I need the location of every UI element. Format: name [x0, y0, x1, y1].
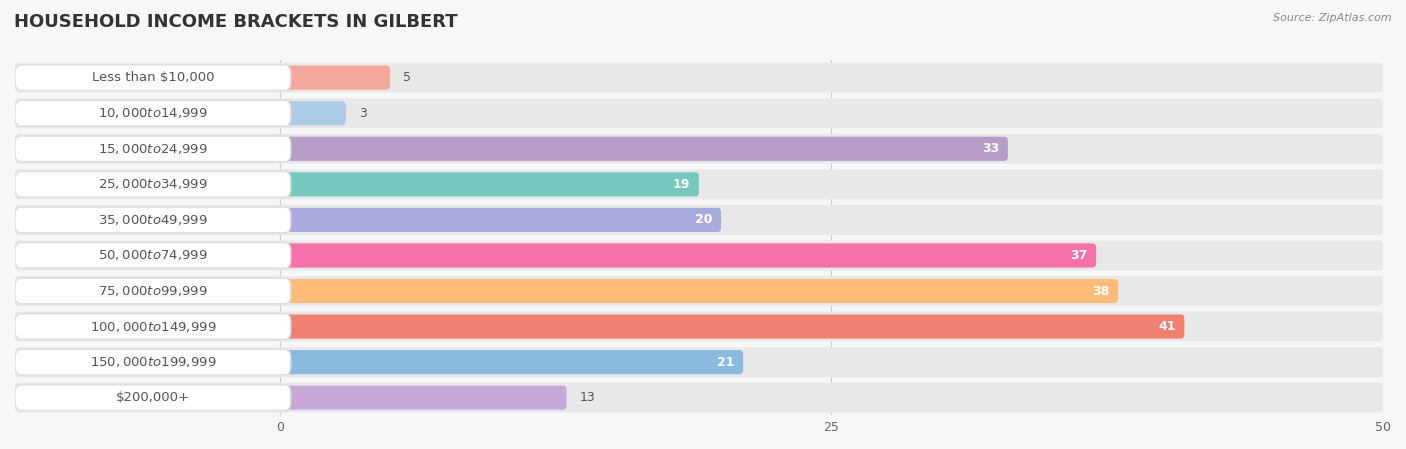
FancyBboxPatch shape	[15, 349, 291, 375]
Text: 21: 21	[717, 356, 734, 369]
FancyBboxPatch shape	[15, 385, 291, 410]
FancyBboxPatch shape	[15, 134, 1384, 164]
Text: 38: 38	[1092, 285, 1109, 298]
Text: $35,000 to $49,999: $35,000 to $49,999	[98, 213, 208, 227]
Text: 13: 13	[579, 391, 596, 404]
FancyBboxPatch shape	[15, 276, 1384, 306]
FancyBboxPatch shape	[280, 101, 346, 125]
FancyBboxPatch shape	[15, 205, 1384, 235]
FancyBboxPatch shape	[280, 208, 721, 232]
Text: $15,000 to $24,999: $15,000 to $24,999	[98, 142, 208, 156]
FancyBboxPatch shape	[15, 65, 291, 91]
FancyBboxPatch shape	[15, 101, 291, 126]
Text: 37: 37	[1070, 249, 1087, 262]
Text: $75,000 to $99,999: $75,000 to $99,999	[98, 284, 208, 298]
FancyBboxPatch shape	[15, 312, 1384, 342]
FancyBboxPatch shape	[15, 383, 1384, 413]
FancyBboxPatch shape	[280, 172, 699, 196]
FancyBboxPatch shape	[15, 207, 291, 233]
FancyBboxPatch shape	[280, 136, 1008, 161]
FancyBboxPatch shape	[15, 241, 1384, 270]
FancyBboxPatch shape	[280, 279, 1118, 303]
FancyBboxPatch shape	[15, 172, 291, 197]
FancyBboxPatch shape	[280, 66, 389, 90]
FancyBboxPatch shape	[280, 314, 1184, 339]
FancyBboxPatch shape	[15, 242, 291, 268]
FancyBboxPatch shape	[15, 63, 1384, 92]
FancyBboxPatch shape	[280, 350, 744, 374]
Text: 5: 5	[404, 71, 412, 84]
Text: Less than $10,000: Less than $10,000	[91, 71, 214, 84]
Text: 3: 3	[359, 107, 367, 120]
FancyBboxPatch shape	[15, 347, 1384, 377]
Text: $100,000 to $149,999: $100,000 to $149,999	[90, 320, 217, 334]
Text: $25,000 to $34,999: $25,000 to $34,999	[98, 177, 208, 191]
Text: $150,000 to $199,999: $150,000 to $199,999	[90, 355, 217, 369]
Text: $50,000 to $74,999: $50,000 to $74,999	[98, 248, 208, 263]
FancyBboxPatch shape	[15, 136, 291, 162]
FancyBboxPatch shape	[15, 278, 291, 304]
FancyBboxPatch shape	[15, 98, 1384, 128]
Text: HOUSEHOLD INCOME BRACKETS IN GILBERT: HOUSEHOLD INCOME BRACKETS IN GILBERT	[14, 13, 458, 31]
Text: $200,000+: $200,000+	[115, 391, 190, 404]
Text: 20: 20	[695, 213, 713, 226]
Text: Source: ZipAtlas.com: Source: ZipAtlas.com	[1274, 13, 1392, 23]
FancyBboxPatch shape	[280, 386, 567, 410]
Text: 41: 41	[1159, 320, 1175, 333]
Text: 19: 19	[673, 178, 690, 191]
Text: 33: 33	[981, 142, 1000, 155]
FancyBboxPatch shape	[15, 169, 1384, 199]
FancyBboxPatch shape	[280, 243, 1097, 268]
FancyBboxPatch shape	[15, 314, 291, 339]
Text: $10,000 to $14,999: $10,000 to $14,999	[98, 106, 208, 120]
